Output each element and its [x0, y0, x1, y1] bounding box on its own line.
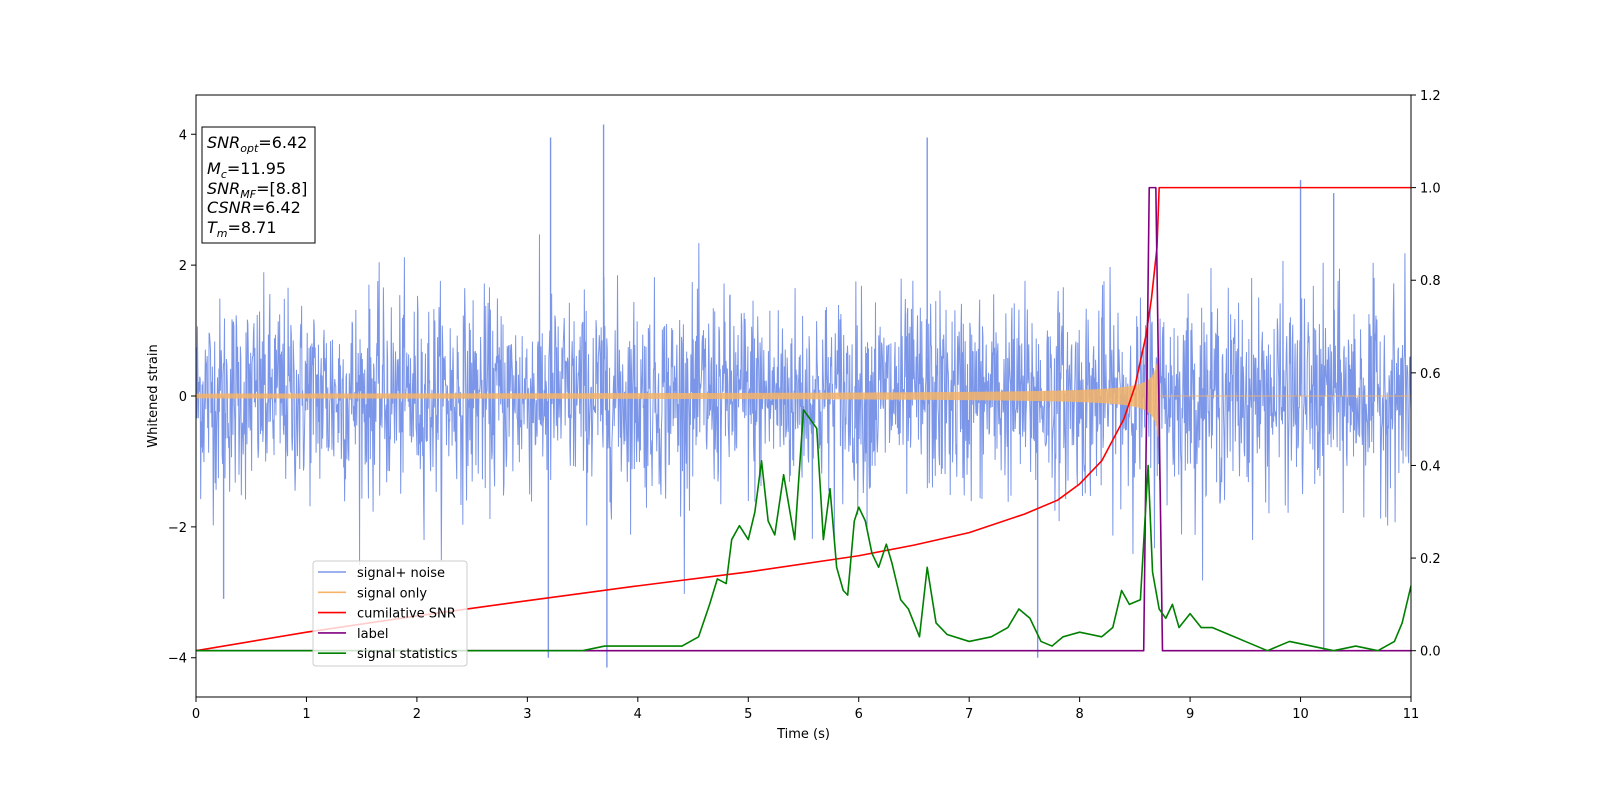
- label-line: [196, 186, 1411, 652]
- signal-noise-line: [196, 234, 1411, 594]
- annotation-line: SNRopt=6.42: [207, 133, 307, 155]
- x-tick-label: 7: [965, 707, 973, 722]
- annotation-line: Mc=11.95: [207, 159, 286, 181]
- annotation-subscript: m: [217, 227, 228, 240]
- x-tick-label: 3: [523, 707, 531, 722]
- annotation-subscript: MF: [240, 188, 256, 201]
- annotation-value: =6.42: [258, 133, 307, 152]
- y-left-tick-label: 2: [179, 259, 187, 274]
- legend-label: label: [357, 627, 388, 642]
- annotation-value: =8.71: [228, 218, 277, 237]
- annotation-line: SNRMF=[8.8]: [207, 179, 307, 201]
- x-tick-label: 9: [1186, 707, 1194, 722]
- y-right-tick-label: 0.8: [1420, 274, 1441, 289]
- x-tick-label: 1: [302, 707, 310, 722]
- y-left-tick-label: 4: [179, 128, 187, 143]
- signal-statistics-line: [196, 409, 1411, 652]
- legend-frame: [312, 560, 468, 667]
- y-right-tick-label: 1.0: [1420, 182, 1441, 197]
- annotation-symbol: M: [207, 159, 221, 178]
- signal-only-line: [196, 358, 1411, 437]
- y-right-tick-label: 0.6: [1420, 367, 1441, 382]
- annotation-frame: [201, 126, 316, 244]
- y-left-tick-label: 0: [179, 390, 187, 405]
- annotation-subscript: opt: [240, 142, 259, 155]
- annotation-symbol: CSNR: [207, 198, 252, 217]
- annotation-symbol: SNR: [207, 133, 240, 152]
- y-right-tick-label: 0.4: [1420, 459, 1441, 474]
- annotation-symbol: T: [207, 218, 218, 237]
- x-tick-label: 6: [855, 707, 863, 722]
- series-layer: [196, 186, 1411, 652]
- annotation-value: =6.42: [252, 198, 301, 217]
- x-tick-label: 0: [192, 707, 200, 722]
- annotation-line: CSNR=6.42: [207, 198, 301, 217]
- x-tick-label: 5: [744, 707, 752, 722]
- legend-label: signal only: [357, 586, 427, 601]
- legend: signal+ noise signal only cumilative SNR la…: [312, 560, 468, 667]
- axes-layer: 0 1 2 3 4 5 6 7 8 9 10 11 −4 −2 0 2 4 0.0 0.2 0.4 0.6 0.8 1.0 1…: [146, 89, 1441, 742]
- y-right-tick-label: 0.0: [1420, 645, 1441, 660]
- y-axis-title: Whitened strain: [146, 344, 161, 447]
- x-axis-title: Time (s): [776, 727, 830, 742]
- annotation-value: =11.95: [227, 159, 286, 178]
- legend-label: signal+ noise: [357, 566, 445, 581]
- annotation-line: Tm=8.71: [207, 218, 277, 240]
- y-left-tick-label: −2: [168, 521, 187, 536]
- y-left-tick-label: −4: [168, 652, 187, 667]
- annotation-symbol: SNR: [207, 179, 240, 198]
- x-tick-label: 11: [1403, 707, 1420, 722]
- annotation-box: SNRopt=6.42Mc=11.95SNRMF=[8.8]CSNR=6.42T…: [201, 126, 316, 244]
- annotation-subscript: c: [221, 168, 227, 181]
- x-tick-label: 8: [1075, 707, 1083, 722]
- annotation-value: =[8.8]: [256, 179, 307, 198]
- cumilative-snr-line: [196, 186, 1411, 652]
- signal-noise-layer: [196, 124, 1411, 668]
- legend-label: signal statistics: [357, 647, 458, 662]
- y-right-tick-label: 1.2: [1420, 89, 1441, 104]
- x-tick-label: 4: [634, 707, 642, 722]
- x-tick-label: 10: [1292, 707, 1309, 722]
- legend-label: cumilative SNR: [357, 607, 456, 622]
- y-right-tick-label: 0.2: [1420, 552, 1441, 567]
- x-tick-label: 2: [413, 707, 421, 722]
